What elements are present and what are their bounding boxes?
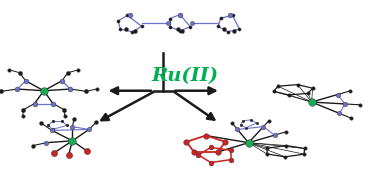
Text: Ru(II): Ru(II) bbox=[152, 67, 219, 85]
